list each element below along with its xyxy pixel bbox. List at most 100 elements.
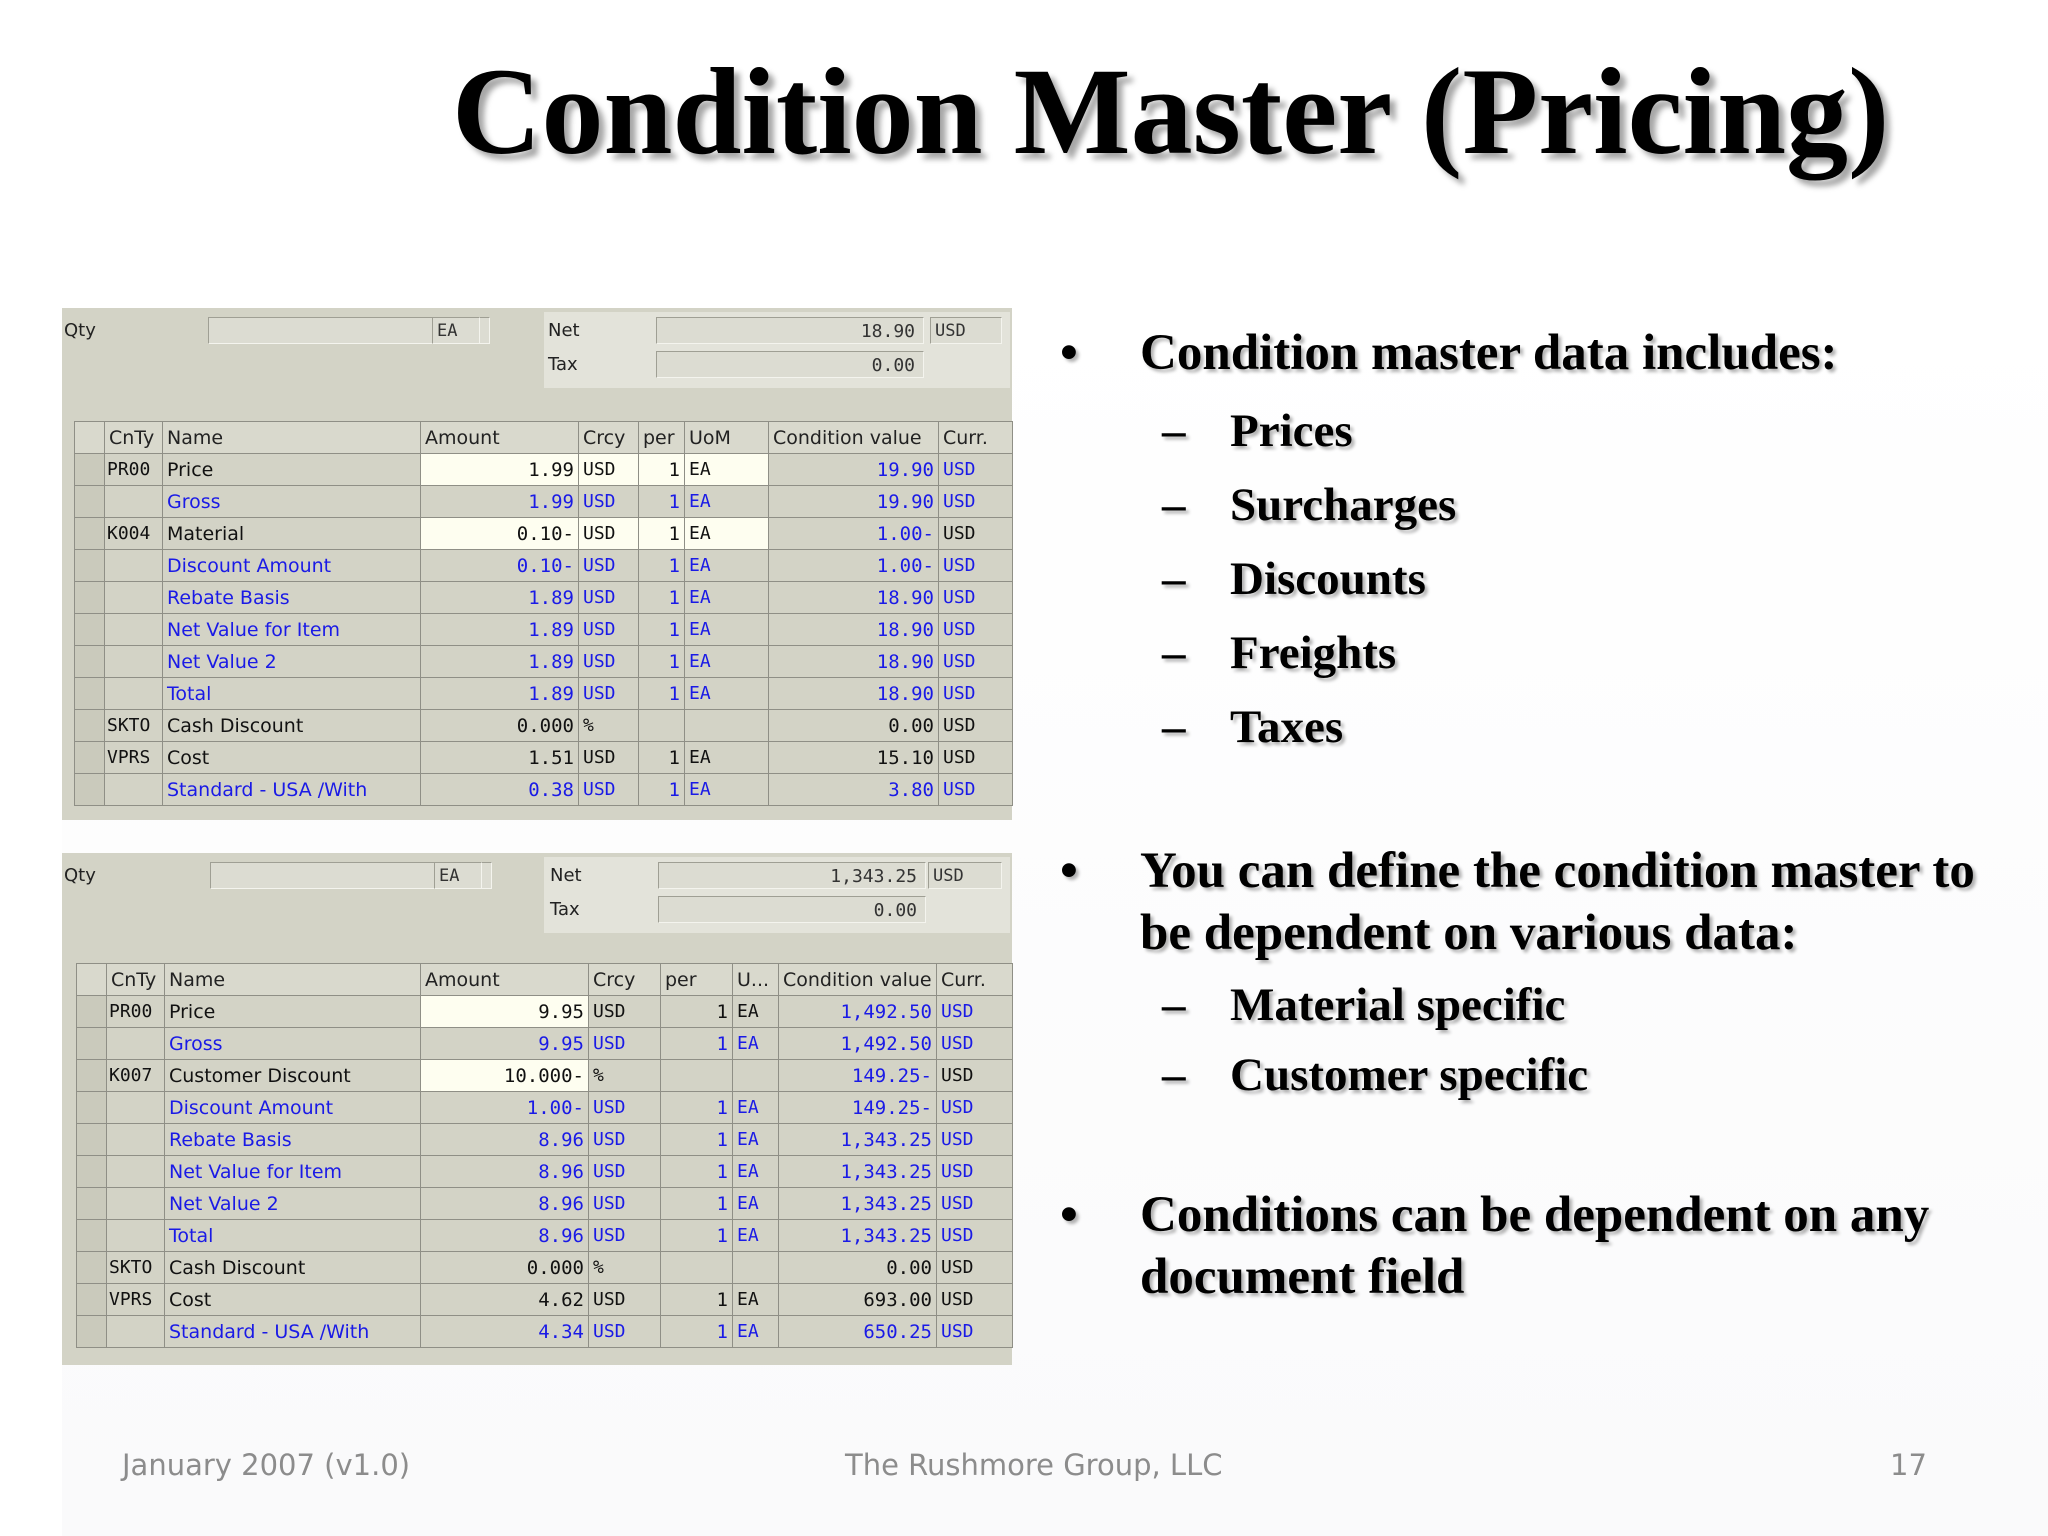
cell-amount[interactable]: 9.95 [420, 995, 589, 1028]
column-header[interactable]: Crcy [588, 963, 661, 996]
cell-crcy[interactable]: % [588, 1059, 661, 1092]
column-header[interactable]: UoM [684, 421, 769, 454]
cell-per[interactable]: 1 [638, 741, 685, 774]
cell-amount[interactable]: 1.51 [420, 741, 579, 774]
table-row[interactable]: Net Value 2 8.96 USD 1 EA 1,343.25 USD [76, 1187, 1013, 1220]
table-row[interactable]: K007 Customer Discount 10.000-% 149.25- USD [76, 1059, 1013, 1092]
table-row[interactable]: Net Value for Item 8.96 USD 1 EA 1,343.25 USD [76, 1155, 1013, 1188]
column-header[interactable]: Name [164, 963, 421, 996]
row-selector[interactable] [74, 453, 105, 486]
row-selector[interactable] [74, 773, 105, 806]
column-header[interactable]: Name [162, 421, 421, 454]
column-header[interactable]: Amount [420, 421, 579, 454]
cell-uom[interactable]: EA [732, 1283, 779, 1316]
table-row[interactable]: Discount Amount 0.10- USD 1 EA 1.00- USD [74, 549, 1013, 582]
net-field[interactable]: 1,343.25 [658, 862, 926, 889]
row-selector[interactable] [76, 995, 107, 1028]
cell-per[interactable]: 1 [638, 453, 685, 486]
cell-uom[interactable]: EA [732, 995, 779, 1028]
row-selector[interactable] [76, 1315, 107, 1348]
column-header[interactable]: CnTy [106, 963, 165, 996]
row-selector[interactable] [76, 1059, 107, 1092]
row-selector[interactable] [76, 1251, 107, 1284]
cell-crcy[interactable]: USD [588, 995, 661, 1028]
row-selector[interactable] [74, 645, 105, 678]
column-header[interactable]: U... [732, 963, 779, 996]
row-selector[interactable] [76, 1123, 107, 1156]
tax-field[interactable]: 0.00 [658, 896, 926, 923]
column-header[interactable]: Condition value [778, 963, 937, 996]
row-selector[interactable] [76, 1219, 107, 1252]
table-row[interactable]: Total 1.89 USD 1 EA 18.90 USD [74, 677, 1013, 710]
row-selector[interactable] [74, 581, 105, 614]
cell-per[interactable]: 1 [660, 1283, 733, 1316]
table-row[interactable]: PR00 Price 1.99 USD 1 EA 19.90 USD [74, 453, 1013, 486]
cell-crcy[interactable]: USD [578, 741, 639, 774]
cell-crcy[interactable]: % [578, 709, 639, 742]
table-row[interactable]: VPRS Cost 4.62 USD 1 EA 693.00 USD [76, 1283, 1013, 1316]
column-header[interactable]: Condition value [768, 421, 939, 454]
row-selector[interactable] [76, 1027, 107, 1060]
cell-per[interactable] [660, 1251, 733, 1284]
select-all-cell[interactable] [76, 963, 107, 996]
cell-uom[interactable] [732, 1251, 779, 1284]
row-selector[interactable] [76, 1283, 107, 1316]
cell-crcy[interactable]: USD [578, 453, 639, 486]
cell-uom[interactable]: EA [684, 517, 769, 550]
table-row[interactable]: Net Value 2 1.89 USD 1 EA 18.90 USD [74, 645, 1013, 678]
cell-uom[interactable]: EA [684, 453, 769, 486]
net-currency-field[interactable]: USD [928, 862, 1002, 889]
row-selector[interactable] [76, 1187, 107, 1220]
cell-per[interactable]: 1 [638, 517, 685, 550]
column-header[interactable]: Curr. [936, 963, 1013, 996]
table-row[interactable]: Standard - USA /With 4.34 USD 1 EA 650.25 USD [76, 1315, 1013, 1348]
column-header[interactable]: Curr. [938, 421, 1013, 454]
cell-uom[interactable] [732, 1059, 779, 1092]
row-selector[interactable] [76, 1155, 107, 1188]
column-header[interactable]: CnTy [104, 421, 163, 454]
cell-amount[interactable]: 1.99 [420, 453, 579, 486]
tax-field[interactable]: 0.00 [656, 351, 924, 378]
cell-uom[interactable]: EA [684, 741, 769, 774]
table-row[interactable]: Rebate Basis 8.96 USD 1 EA 1,343.25 USD [76, 1123, 1013, 1156]
cell-uom[interactable] [684, 709, 769, 742]
table-row[interactable]: Gross 1.99 USD 1 EA 19.90 USD [74, 485, 1013, 518]
table-row[interactable]: Rebate Basis 1.89 USD 1 EA 18.90 USD [74, 581, 1013, 614]
qty-unit-field[interactable]: EA [434, 862, 482, 889]
table-row[interactable]: PR00 Price 9.95 USD 1 EA 1,492.50 USD [76, 995, 1013, 1028]
row-selector[interactable] [74, 613, 105, 646]
cell-amount[interactable]: 4.62 [420, 1283, 589, 1316]
column-header[interactable]: per [638, 421, 685, 454]
row-selector[interactable] [74, 677, 105, 710]
cell-per[interactable]: 1 [660, 995, 733, 1028]
cell-crcy[interactable]: % [588, 1251, 661, 1284]
row-selector[interactable] [74, 709, 105, 742]
row-selector[interactable] [74, 741, 105, 774]
table-row[interactable]: SKTO Cash Discount 0.000% 0.00 USD [76, 1251, 1013, 1284]
column-header[interactable]: per [660, 963, 733, 996]
net-currency-field[interactable]: USD [930, 317, 1002, 344]
table-row[interactable]: Gross 9.95 USD 1 EA 1,492.50 USD [76, 1027, 1013, 1060]
cell-amount[interactable]: 0.000 [420, 709, 579, 742]
cell-crcy[interactable]: USD [588, 1283, 661, 1316]
row-selector[interactable] [74, 549, 105, 582]
row-selector[interactable] [74, 517, 105, 550]
qty-unit-field[interactable]: EA [432, 317, 480, 344]
table-row[interactable]: Standard - USA /With 0.38 USD 1 EA 3.80 USD [74, 773, 1013, 806]
cell-amount[interactable]: 0.10- [420, 517, 579, 550]
net-field[interactable]: 18.90 [656, 317, 924, 344]
cell-amount[interactable]: 10.000- [420, 1059, 589, 1092]
column-header[interactable]: Amount [420, 963, 589, 996]
table-row[interactable]: VPRS Cost 1.51 USD 1 EA 15.10 USD [74, 741, 1013, 774]
select-all-cell[interactable] [74, 421, 105, 454]
column-header[interactable]: Crcy [578, 421, 639, 454]
row-selector[interactable] [74, 485, 105, 518]
cell-amount[interactable]: 0.000 [420, 1251, 589, 1284]
table-row[interactable]: Discount Amount 1.00- USD 1 EA 149.25- USD [76, 1091, 1013, 1124]
table-row[interactable]: SKTO Cash Discount 0.000% 0.00 USD [74, 709, 1013, 742]
row-selector[interactable] [76, 1091, 107, 1124]
cell-per[interactable] [638, 709, 685, 742]
table-row[interactable]: K004 Material 0.10- USD 1 EA 1.00- USD [74, 517, 1013, 550]
cell-crcy[interactable]: USD [578, 517, 639, 550]
table-row[interactable]: Total 8.96 USD 1 EA 1,343.25 USD [76, 1219, 1013, 1252]
